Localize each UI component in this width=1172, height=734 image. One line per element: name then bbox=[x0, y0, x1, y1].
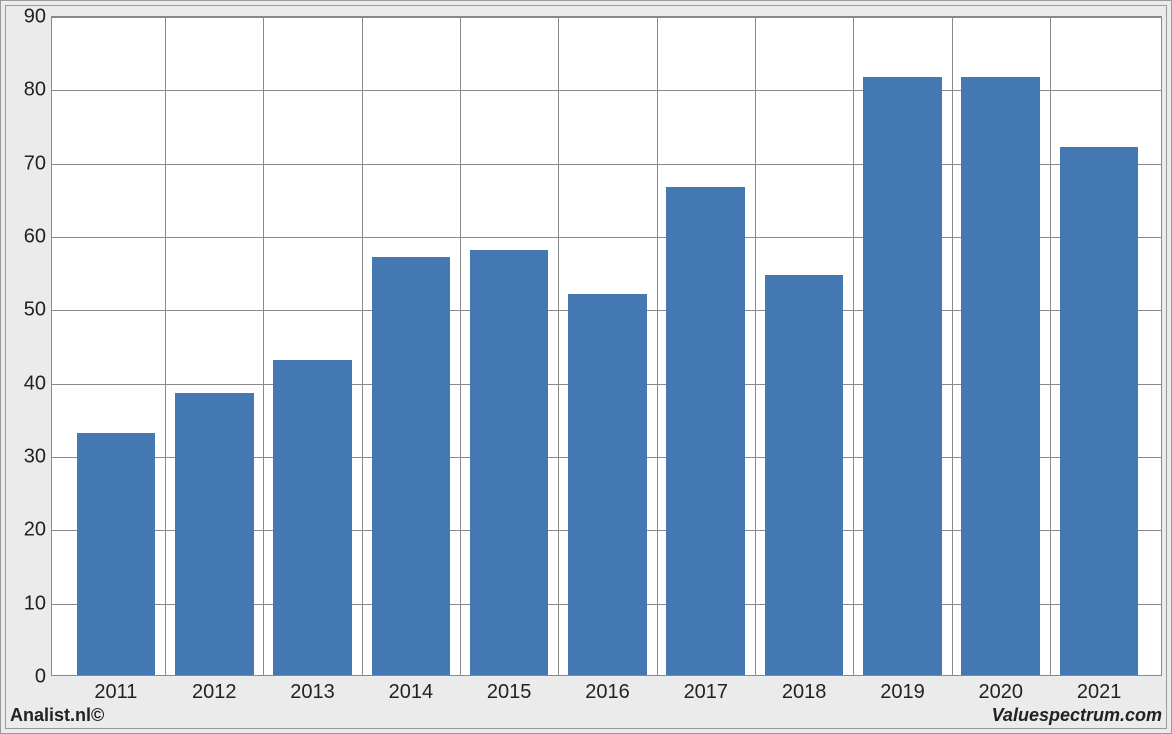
gridline-horizontal bbox=[52, 17, 1161, 18]
credit-left: Analist.nl© bbox=[10, 705, 104, 726]
y-tick-label: 80 bbox=[24, 79, 46, 102]
bar bbox=[765, 275, 844, 675]
bar bbox=[1060, 147, 1139, 675]
bar bbox=[961, 77, 1040, 675]
gridline-vertical bbox=[853, 17, 854, 675]
y-tick-label: 20 bbox=[24, 519, 46, 542]
gridline-vertical bbox=[558, 17, 559, 675]
gridline-vertical bbox=[755, 17, 756, 675]
gridline-vertical bbox=[460, 17, 461, 675]
gridline-vertical bbox=[362, 17, 363, 675]
bar bbox=[470, 250, 549, 675]
x-tick-label: 2016 bbox=[585, 681, 630, 704]
x-tick-label: 2019 bbox=[880, 681, 925, 704]
y-tick-label: 90 bbox=[24, 6, 46, 29]
x-tick-label: 2011 bbox=[94, 681, 137, 704]
bar bbox=[568, 294, 647, 675]
bar bbox=[175, 393, 254, 675]
bar bbox=[666, 187, 745, 675]
bar bbox=[77, 433, 156, 675]
x-tick-label: 2015 bbox=[487, 681, 532, 704]
credit-right: Valuespectrum.com bbox=[992, 705, 1162, 726]
plot-area: 0102030405060708090201120122013201420152… bbox=[51, 16, 1162, 676]
gridline-vertical bbox=[263, 17, 264, 675]
y-tick-label: 60 bbox=[24, 226, 46, 249]
gridline-vertical bbox=[657, 17, 658, 675]
y-tick-label: 50 bbox=[24, 299, 46, 322]
y-tick-label: 10 bbox=[24, 592, 46, 615]
x-tick-label: 2018 bbox=[782, 681, 827, 704]
x-tick-label: 2013 bbox=[290, 681, 335, 704]
gridline-vertical bbox=[1050, 17, 1051, 675]
x-tick-label: 2017 bbox=[684, 681, 729, 704]
y-tick-label: 30 bbox=[24, 446, 46, 469]
y-tick-label: 70 bbox=[24, 152, 46, 175]
gridline-vertical bbox=[165, 17, 166, 675]
x-tick-label: 2014 bbox=[389, 681, 434, 704]
chart-inner-frame: 0 10 20 30 40 50 60 70 80 90 2011 2012 2013 2014 2015 2… bbox=[5, 5, 1167, 729]
x-tick-label: 2012 bbox=[192, 681, 237, 704]
y-tick-label: 40 bbox=[24, 372, 46, 395]
chart-outer-frame: 0 10 20 30 40 50 60 70 80 90 2011 2012 2013 2014 2015 2… bbox=[0, 0, 1172, 734]
bar bbox=[273, 360, 352, 675]
gridline-vertical bbox=[952, 17, 953, 675]
x-tick-label: 2020 bbox=[979, 681, 1024, 704]
x-tick-label: 2021 bbox=[1077, 681, 1122, 704]
bar bbox=[863, 77, 942, 675]
y-tick-label: 0 bbox=[35, 666, 46, 689]
bar bbox=[372, 257, 451, 675]
